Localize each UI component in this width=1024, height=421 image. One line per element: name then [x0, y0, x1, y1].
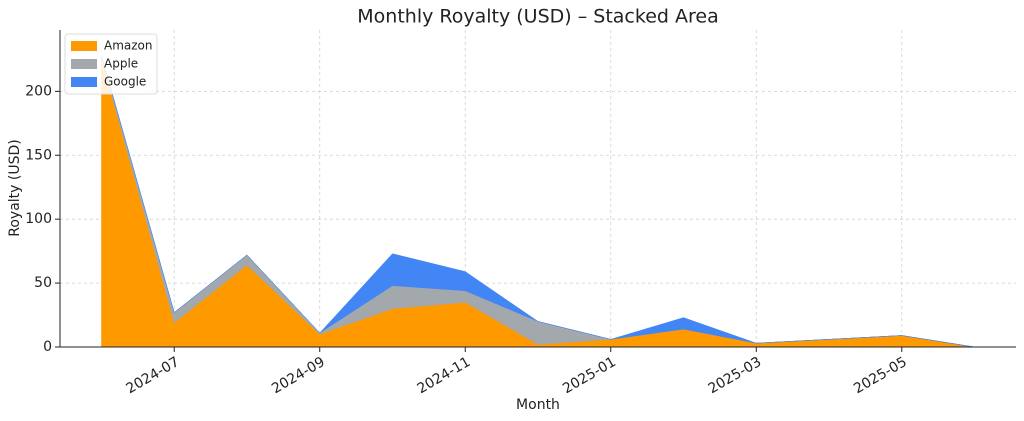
y-axis-label: Royalty (USD) [7, 139, 23, 236]
x-tick-label: 2024-07 [124, 354, 183, 397]
area [101, 58, 975, 348]
legend-label: Apple [104, 57, 138, 71]
chart-title: Monthly Royalty (USD) – Stacked Area [357, 6, 718, 28]
y-tick-label: 200 [25, 83, 52, 99]
x-tick-label: 2024-09 [269, 354, 328, 397]
legend-label: Google [104, 75, 146, 89]
x-tick-label: 2025-01 [560, 354, 619, 397]
legend-label: Amazon [104, 39, 153, 53]
y-tick-label: 0 [43, 339, 52, 355]
x-axis-label: Month [516, 397, 560, 413]
y-tick-label: 50 [34, 275, 52, 291]
y-tick-label: 100 [25, 211, 52, 227]
x-tick-label: 2024-11 [415, 354, 474, 397]
legend-swatch [71, 59, 97, 69]
legend: Amazon Apple Google [64, 33, 158, 95]
x-tick-label: 2025-05 [851, 354, 910, 397]
legend-swatch [71, 77, 97, 87]
legend-swatch [71, 41, 97, 51]
y-tick-label: 150 [25, 147, 52, 163]
x-tick-label: 2025-03 [706, 354, 765, 397]
